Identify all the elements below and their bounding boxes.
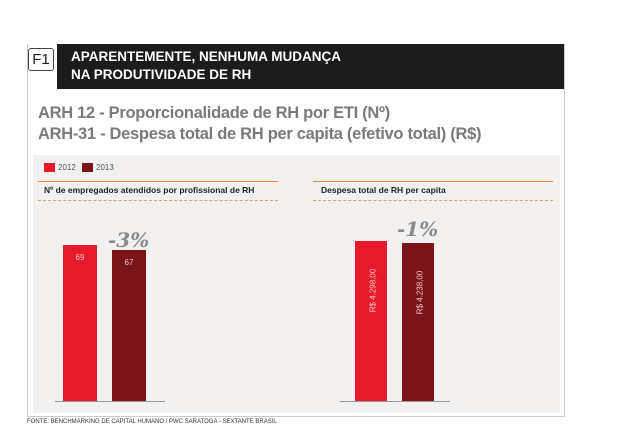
bar-2012: 69 [63, 245, 97, 402]
chart-2-title: Despesa total de RH per capita [321, 185, 446, 195]
legend-swatch-2012 [44, 163, 55, 172]
title-rule-dashed [38, 200, 278, 201]
title-rule [38, 181, 278, 182]
title-rule [313, 181, 553, 182]
bar-value-label: R$ 4.238,00 [415, 270, 425, 315]
header-line-1: APARENTEMENTE, NENHUMA MUDANÇA [71, 49, 341, 64]
chart-2-axis [340, 401, 450, 402]
chart-1-plot: 69 67 [55, 200, 165, 402]
source-note: FONTE: BENCHMARKING DE CAPITAL HUMANO / … [27, 419, 277, 425]
subtitle-2: ARH-31 - Despesa total de RH per capita … [38, 125, 482, 143]
chart-1-axis [55, 401, 165, 402]
legend-label-2013: 2013 [96, 163, 114, 172]
header-line-2: NA PRODUTIVIDADE DE RH [71, 67, 252, 82]
bar-2012: R$ 4.298,00 [355, 241, 387, 402]
bar-2013: 67 [112, 249, 146, 402]
figure-frame [27, 44, 565, 417]
chart-2-change: -1% [397, 217, 439, 241]
bar-2013: R$ 4.238,00 [402, 243, 434, 402]
bar-value-label: 67 [124, 257, 134, 267]
title-rule-dashed [313, 200, 553, 201]
chart-2-plot: R$ 4.298,00 R$ 4.238,00 [345, 200, 455, 402]
bar-value-label: R$ 4.298,00 [368, 268, 378, 313]
chart-1-title: Nº de empregados atendidos por profissio… [44, 185, 255, 195]
subtitle-1: ARH 12 - Proporcionalidade de RH por ETI… [38, 104, 390, 122]
bar-value-label: 69 [75, 253, 85, 262]
legend-label-2012: 2012 [58, 163, 76, 172]
header-banner: APARENTEMENTE, NENHUMA MUDANÇA NA PRODUT… [57, 44, 564, 89]
figure-label: F1 [28, 48, 54, 71]
legend-swatch-2013 [82, 163, 93, 172]
chart-1-change: -3% [108, 228, 150, 252]
